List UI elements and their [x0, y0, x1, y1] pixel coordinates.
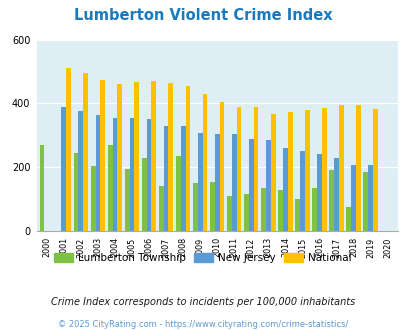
Bar [40, 145, 44, 231]
Bar [311, 188, 316, 231]
Text: Crime Index corresponds to incidents per 100,000 inhabitants: Crime Index corresponds to incidents per… [51, 297, 354, 307]
Bar [83, 73, 88, 231]
Bar [90, 166, 95, 231]
Bar [117, 84, 122, 231]
Bar [219, 102, 224, 231]
Text: Lumberton Violent Crime Index: Lumberton Violent Crime Index [73, 8, 332, 23]
Bar [367, 165, 372, 231]
Bar [231, 134, 236, 231]
Bar [372, 109, 377, 231]
Bar [112, 118, 117, 231]
Bar [333, 158, 338, 231]
Bar [321, 108, 326, 231]
Bar [328, 170, 333, 231]
Bar [180, 126, 185, 231]
Bar [202, 94, 207, 231]
Bar [74, 153, 78, 231]
Bar [277, 189, 282, 231]
Bar [350, 165, 355, 231]
Bar [299, 151, 304, 231]
Bar [316, 154, 321, 231]
Bar [129, 118, 134, 231]
Bar [141, 158, 146, 231]
Bar [124, 169, 129, 231]
Bar [226, 196, 231, 231]
Bar [192, 183, 197, 231]
Bar [355, 105, 360, 231]
Bar [345, 207, 350, 231]
Bar [197, 133, 202, 231]
Bar [151, 81, 156, 231]
Bar [146, 119, 151, 231]
Bar [163, 126, 168, 231]
Bar [236, 107, 241, 231]
Bar [304, 110, 309, 231]
Bar [260, 188, 265, 231]
Legend: Lumberton Township, New Jersey, National: Lumberton Township, New Jersey, National [50, 248, 355, 267]
Bar [270, 114, 275, 231]
Bar [185, 86, 190, 231]
Bar [100, 81, 105, 231]
Bar [248, 139, 253, 231]
Bar [265, 140, 270, 231]
Bar [209, 182, 214, 231]
Text: © 2025 CityRating.com - https://www.cityrating.com/crime-statistics/: © 2025 CityRating.com - https://www.city… [58, 320, 347, 329]
Bar [175, 156, 180, 231]
Bar [134, 82, 139, 231]
Bar [78, 112, 83, 231]
Bar [214, 134, 219, 231]
Bar [66, 68, 71, 231]
Bar [294, 199, 299, 231]
Bar [158, 186, 163, 231]
Bar [61, 107, 66, 231]
Bar [362, 172, 367, 231]
Bar [253, 107, 258, 231]
Bar [287, 112, 292, 231]
Bar [338, 105, 343, 231]
Bar [282, 148, 287, 231]
Bar [95, 115, 100, 231]
Bar [168, 83, 173, 231]
Bar [107, 145, 112, 231]
Bar [243, 194, 248, 231]
